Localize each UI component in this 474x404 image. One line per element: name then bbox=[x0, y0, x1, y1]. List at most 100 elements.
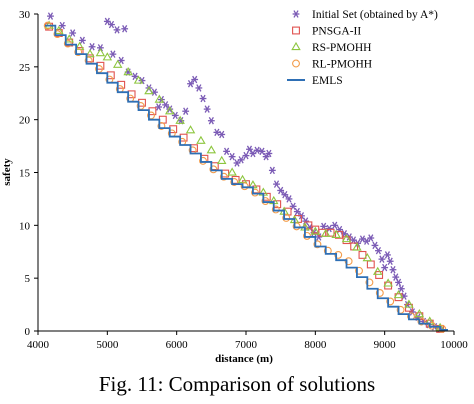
data-point bbox=[384, 251, 391, 259]
data-point bbox=[169, 125, 178, 134]
chart: 4000 5000 6000 7000 8000 9000 10000 0 5 10 15 20 25 3… bbox=[1, 9, 468, 365]
data-point bbox=[313, 240, 322, 249]
legend-label: EMLS bbox=[312, 75, 343, 87]
data-point bbox=[109, 50, 117, 58]
data-point bbox=[206, 145, 217, 154]
data-point bbox=[392, 273, 400, 281]
data-point bbox=[64, 34, 74, 43]
data-point bbox=[240, 182, 249, 191]
data-point bbox=[372, 266, 383, 275]
legend-swatch bbox=[292, 26, 300, 35]
data-point bbox=[108, 20, 115, 29]
legend-swatch bbox=[292, 10, 300, 18]
data-point bbox=[271, 205, 280, 214]
data-point bbox=[325, 224, 333, 233]
data-point bbox=[218, 130, 226, 139]
data-point bbox=[375, 246, 382, 255]
data-point bbox=[378, 255, 386, 263]
data-point bbox=[131, 72, 139, 81]
x-tick-label: 10000 bbox=[440, 339, 468, 351]
data-point bbox=[386, 297, 395, 306]
data-point bbox=[242, 151, 250, 160]
data-point bbox=[187, 80, 194, 88]
data-point bbox=[179, 133, 188, 142]
series-initial-set-obtained-by-a bbox=[47, 12, 444, 333]
data-point bbox=[155, 103, 163, 111]
legend-swatch bbox=[291, 41, 301, 51]
data-point bbox=[302, 217, 310, 225]
data-point bbox=[123, 67, 133, 76]
data-point bbox=[331, 221, 339, 230]
data-point bbox=[393, 289, 404, 299]
data-point bbox=[175, 115, 185, 124]
data-point bbox=[219, 172, 228, 181]
y-tick-label: 0 bbox=[25, 326, 31, 338]
data-point bbox=[395, 278, 402, 287]
data-point bbox=[97, 44, 104, 52]
data-point bbox=[158, 115, 167, 124]
data-point bbox=[213, 128, 221, 137]
data-point bbox=[253, 146, 261, 155]
data-point bbox=[154, 94, 165, 103]
data-point bbox=[78, 36, 86, 45]
x-axis-label: distance (m) bbox=[215, 353, 273, 365]
data-point bbox=[293, 207, 301, 216]
data-point bbox=[383, 278, 393, 287]
emls-line bbox=[44, 24, 448, 331]
data-point bbox=[117, 56, 125, 65]
data-point bbox=[199, 156, 207, 165]
data-point bbox=[268, 166, 276, 175]
data-point bbox=[262, 152, 270, 161]
data-point bbox=[209, 165, 218, 174]
series-emls bbox=[44, 24, 448, 331]
data-point bbox=[265, 149, 273, 158]
data-point bbox=[157, 122, 166, 130]
y-tick-label: 10 bbox=[19, 220, 31, 232]
data-point bbox=[216, 155, 227, 164]
y-axis-label: safety bbox=[1, 158, 13, 186]
data-point bbox=[228, 152, 236, 161]
data-point bbox=[230, 178, 239, 186]
x-tick-label: 6000 bbox=[166, 339, 189, 351]
data-point bbox=[381, 263, 389, 272]
data-point bbox=[127, 90, 136, 99]
data-point bbox=[237, 174, 248, 183]
data-point bbox=[58, 21, 66, 30]
legend-label: Initial Set (obtained by A*) bbox=[312, 9, 438, 21]
data-point bbox=[207, 116, 215, 125]
data-point bbox=[261, 197, 270, 205]
tick-labels: 4000 5000 6000 7000 8000 9000 10000 0 5 10 15 20 25 3… bbox=[19, 9, 468, 351]
data-point bbox=[389, 265, 397, 274]
data-point bbox=[144, 86, 154, 95]
data-point bbox=[397, 284, 405, 293]
data-point bbox=[365, 278, 374, 287]
legend-entry: RL-PMOHH bbox=[292, 59, 372, 71]
figure-caption: Fig. 11: Comparison of solutions bbox=[98, 372, 376, 396]
data-point bbox=[112, 59, 123, 68]
data-point bbox=[352, 242, 362, 251]
data-point bbox=[203, 105, 211, 113]
data-point bbox=[121, 25, 129, 33]
x-tick-label: 4000 bbox=[27, 339, 50, 351]
data-point bbox=[85, 49, 95, 58]
data-point bbox=[404, 303, 413, 312]
y-tick-label: 30 bbox=[19, 9, 31, 21]
data-point bbox=[102, 52, 113, 61]
data-point bbox=[227, 167, 237, 176]
legend-swatch bbox=[292, 59, 300, 68]
data-point bbox=[237, 156, 245, 164]
legend: Initial Set (obtained by A*) PNSGA-II RS-P… bbox=[287, 9, 438, 87]
data-point bbox=[196, 135, 206, 144]
legend-entry: EMLS bbox=[287, 75, 343, 87]
data-point bbox=[289, 202, 297, 211]
data-point bbox=[367, 234, 375, 242]
data-point bbox=[362, 252, 373, 262]
x-tick-label: 5000 bbox=[96, 339, 119, 351]
x-tick-label: 8000 bbox=[304, 339, 327, 351]
y-tick-label: 5 bbox=[25, 273, 31, 285]
legend-label: RL-PMOHH bbox=[312, 59, 372, 71]
data-point bbox=[438, 324, 447, 333]
data-point bbox=[417, 317, 426, 326]
data-point bbox=[375, 271, 384, 279]
data-point bbox=[334, 230, 343, 239]
